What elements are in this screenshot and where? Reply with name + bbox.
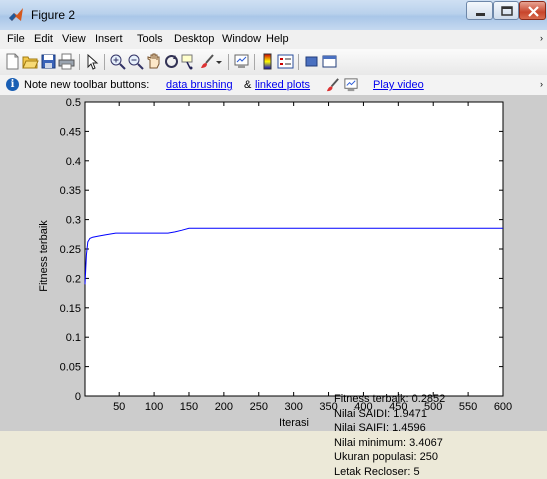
window-title: Figure 2 (31, 8, 75, 22)
y-tick-label: 0.05 (60, 362, 81, 374)
save-icon[interactable] (40, 53, 57, 70)
y-tick-label: 0.35 (60, 185, 81, 197)
x-tick-label: 50 (113, 401, 125, 413)
y-tick-label: 0.25 (60, 244, 81, 256)
x-tick-label: 550 (459, 401, 477, 413)
show-tools-icon[interactable] (321, 53, 338, 70)
menu-tools[interactable]: Tools (137, 33, 163, 45)
link-icon (343, 77, 359, 93)
x-tick-label: 200 (215, 401, 233, 413)
y-tick-label: 0.5 (66, 97, 81, 109)
annotation-line: Fitness terbaik: 0.2852 (334, 392, 445, 407)
menu-insert[interactable]: Insert (95, 33, 123, 45)
x-tick-label: 600 (494, 401, 512, 413)
matlab-icon (8, 7, 24, 23)
maximize-icon (494, 2, 520, 21)
annotation-line: Ukuran populasi: 250 (334, 450, 445, 465)
minimize-icon (467, 2, 494, 21)
info-icon: i (6, 78, 19, 91)
toolbar (0, 49, 547, 76)
brush-dropdown-icon[interactable] (214, 53, 224, 70)
hide-tools-icon[interactable] (303, 53, 320, 70)
plot-area (85, 102, 503, 396)
brush-icon (325, 77, 341, 93)
fitness-chart[interactable]: 0 0.05 0.1 0.15 0.2 0.25 0.3 0.35 0.4 0.45 0.5 50 10… (0, 95, 547, 431)
x-tick-label: 150 (180, 401, 198, 413)
menu-edit[interactable]: Edit (34, 33, 53, 45)
close-button[interactable] (519, 1, 546, 20)
play-video-link[interactable]: Play video (373, 79, 424, 91)
menu-view[interactable]: View (62, 33, 86, 45)
y-tick-label: 0 (75, 391, 81, 403)
minimize-button[interactable] (466, 1, 493, 20)
menu-overflow-icon[interactable]: › (540, 33, 543, 43)
x-tick-label: 300 (284, 401, 302, 413)
info-ampersand: & (244, 79, 251, 91)
zoom-out-icon[interactable] (127, 53, 144, 70)
zoom-in-icon[interactable] (109, 53, 126, 70)
info-overflow-icon[interactable]: › (540, 79, 543, 89)
info-bar: i Note new toolbar buttons: data brushin… (0, 75, 547, 95)
legend-icon[interactable] (277, 53, 294, 70)
close-icon (520, 2, 547, 21)
data-brushing-link[interactable]: data brushing (166, 79, 233, 91)
maximize-button[interactable] (493, 1, 519, 20)
info-text: Note new toolbar buttons: (24, 79, 149, 91)
x-tick-label: 100 (145, 401, 163, 413)
menu-help[interactable]: Help (266, 33, 289, 45)
y-tick-label: 0.15 (60, 303, 81, 315)
print-icon[interactable] (58, 53, 75, 70)
open-file-icon[interactable] (22, 53, 39, 70)
menu-window[interactable]: Window (222, 33, 261, 45)
annotation-line: Nilai SAIFI: 1.4596 (334, 421, 445, 436)
figure-area: 0 0.05 0.1 0.15 0.2 0.25 0.3 0.35 0.4 0.45 0.5 50 10… (0, 95, 547, 431)
y-tick-label: 0.2 (66, 273, 81, 285)
rotate-icon[interactable] (163, 53, 180, 70)
y-tick-label: 0.1 (66, 332, 81, 344)
y-tick-label: 0.3 (66, 215, 81, 227)
menu-file[interactable]: File (7, 33, 25, 45)
link-icon[interactable] (233, 53, 250, 70)
menu-bar: File Edit View Insert Tools Desktop Wind… (0, 30, 547, 49)
menu-desktop[interactable]: Desktop (174, 33, 214, 45)
new-figure-icon[interactable] (4, 53, 21, 70)
edit-plot-icon[interactable] (84, 53, 101, 70)
result-annotation: Fitness terbaik: 0.2852 Nilai SAIDI: 1.9… (334, 392, 445, 479)
x-axis-label: Iterasi (279, 417, 309, 429)
linked-plots-link[interactable]: linked plots (255, 79, 310, 91)
x-tick-label: 250 (250, 401, 268, 413)
y-axis-label: Fitness terbaik (38, 220, 50, 292)
annotation-line: Letak Recloser: 5 (334, 465, 445, 479)
title-bar: Figure 2 (0, 0, 547, 31)
data-cursor-icon[interactable] (181, 53, 198, 70)
y-tick-label: 0.4 (66, 156, 81, 168)
annotation-line: Nilai SAIDI: 1.9471 (334, 407, 445, 422)
y-tick-label: 0.45 (60, 126, 81, 138)
annotation-line: Nilai minimum: 3.4067 (334, 436, 445, 451)
pan-icon[interactable] (145, 53, 162, 70)
colorbar-icon[interactable] (259, 53, 276, 70)
